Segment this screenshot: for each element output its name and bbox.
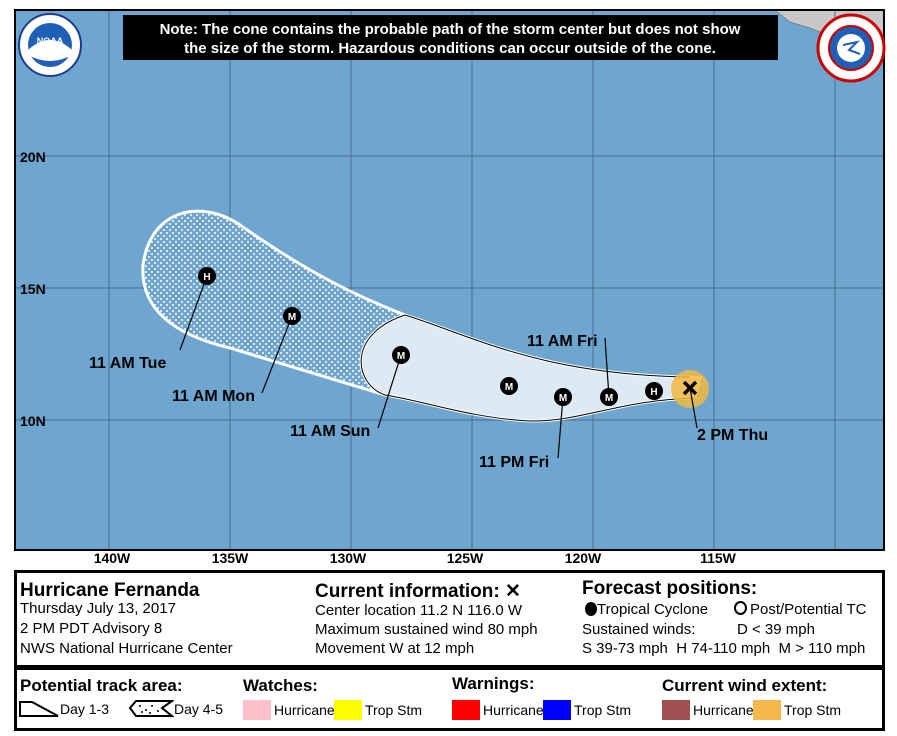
ptc-label: Post/Potential TC — [750, 601, 867, 618]
forecast-position-H: H — [645, 382, 663, 400]
lon-label: 120W — [565, 550, 602, 566]
current-position-icon — [682, 380, 698, 396]
movement: Movement W at 12 mph — [315, 640, 475, 657]
lon-label: 115W — [700, 550, 737, 566]
wind-hurricane: Hurricane — [662, 700, 754, 720]
svg-text:NOAA: NOAA — [37, 36, 64, 46]
tc-label: Tropical Cyclone — [597, 601, 709, 618]
legend-tc: Tropical Cyclone — [585, 601, 708, 618]
swatch — [662, 700, 690, 720]
lon-label: 135W — [212, 550, 249, 566]
swatch-label: Hurricane — [483, 702, 544, 718]
swatch — [452, 700, 480, 720]
forecast-position-M: M — [392, 346, 410, 364]
day45-label: Day 4-5 — [174, 701, 224, 717]
day13-label: Day 1-3 — [60, 701, 110, 717]
track-area-title: Potential track area: — [20, 676, 183, 695]
forecast-position-M: M — [500, 377, 518, 395]
swatch-label: Hurricane — [274, 702, 335, 718]
svg-text:M: M — [605, 393, 613, 404]
legend-day45: Day 4-5 — [128, 698, 223, 720]
swatch — [243, 700, 271, 720]
svg-text:M: M — [559, 393, 567, 404]
swatch-label: Trop Stm — [784, 702, 842, 718]
date: Thursday July 13, 2017 — [20, 600, 176, 617]
swatch-label: Trop Stm — [365, 702, 423, 718]
lon-label: 140W — [94, 550, 131, 566]
swatch-label: Hurricane — [693, 702, 754, 718]
watch-hurricane: Hurricane — [243, 700, 335, 720]
hollow-circle-icon — [734, 601, 747, 615]
cone-outline-icon — [19, 701, 59, 717]
warning-trop-stm: Trop Stm — [543, 700, 631, 720]
svg-text:M: M — [288, 312, 296, 323]
forecast-position-M: M — [600, 388, 618, 406]
sustained-label: Sustained winds: — [582, 621, 696, 638]
center-location: Center location 11.2 N 116.0 W — [315, 602, 523, 619]
issuer: NWS National Hurricane Center — [20, 640, 233, 657]
scale-d: D < 39 mph — [737, 621, 815, 638]
noaa-logo: NOAA — [18, 13, 82, 77]
note-line-2: the size of the storm. Hazardous conditi… — [184, 40, 716, 57]
track-label: 11 AM Tue — [89, 355, 166, 372]
nws-logo — [816, 13, 886, 83]
swatch — [543, 700, 571, 720]
max-wind: Maximum sustained wind 80 mph — [315, 621, 538, 638]
forecast-position-M: M — [283, 307, 301, 325]
svg-text:M: M — [505, 382, 513, 393]
track-label: 11 AM Mon — [172, 388, 255, 405]
forecast-position-H: H — [198, 267, 216, 285]
wind-trop-stm: Trop Stm — [753, 700, 841, 720]
advisory: 2 PM PDT Advisory 8 — [20, 620, 163, 637]
lon-label: 130W — [330, 550, 367, 566]
svg-text:M: M — [397, 351, 405, 362]
warnings-title: Warnings: — [452, 674, 535, 693]
svg-text:H: H — [650, 387, 657, 398]
legend-ptc: Post/Potential TC — [734, 601, 866, 618]
track-label: 11 PM Fri — [479, 454, 549, 471]
swatch-label: Trop Stm — [574, 702, 632, 718]
track-label: 2 PM Thu — [697, 427, 768, 444]
legend-day13: Day 1-3 — [18, 698, 109, 720]
wind-extent-title: Current wind extent: — [662, 676, 828, 695]
note-line-1: Note: The cone contains the probable pat… — [160, 21, 741, 38]
storm-name: Hurricane Fernanda — [20, 580, 200, 601]
current-info-title: Current information: ✕ — [315, 581, 521, 602]
lat-label: 20N — [20, 149, 46, 165]
svg-text:H: H — [203, 272, 210, 283]
info-panel — [14, 570, 885, 668]
warning-hurricane: Hurricane — [452, 700, 544, 720]
swatch — [753, 700, 781, 720]
lat-label: 10N — [20, 413, 46, 429]
track-label: 11 AM Fri — [527, 333, 598, 350]
lon-label: 125W — [447, 550, 484, 566]
legend-panel — [14, 667, 885, 731]
watches-title: Watches: — [243, 676, 318, 695]
watch-trop-stm: Trop Stm — [334, 700, 422, 720]
forecast-position-M: M — [554, 388, 572, 406]
filled-circle-icon — [585, 602, 597, 616]
swatch — [334, 700, 362, 720]
forecast-title: Forecast positions: — [582, 578, 758, 599]
leader-lines — [179, 275, 698, 459]
track-label: 11 AM Sun — [290, 423, 370, 440]
scale-shm: S 39-73 mph H 74-110 mph M > 110 mph — [582, 640, 866, 657]
dotted-cone-icon — [128, 700, 174, 717]
note-box — [123, 15, 778, 60]
lat-label: 15N — [20, 281, 46, 297]
